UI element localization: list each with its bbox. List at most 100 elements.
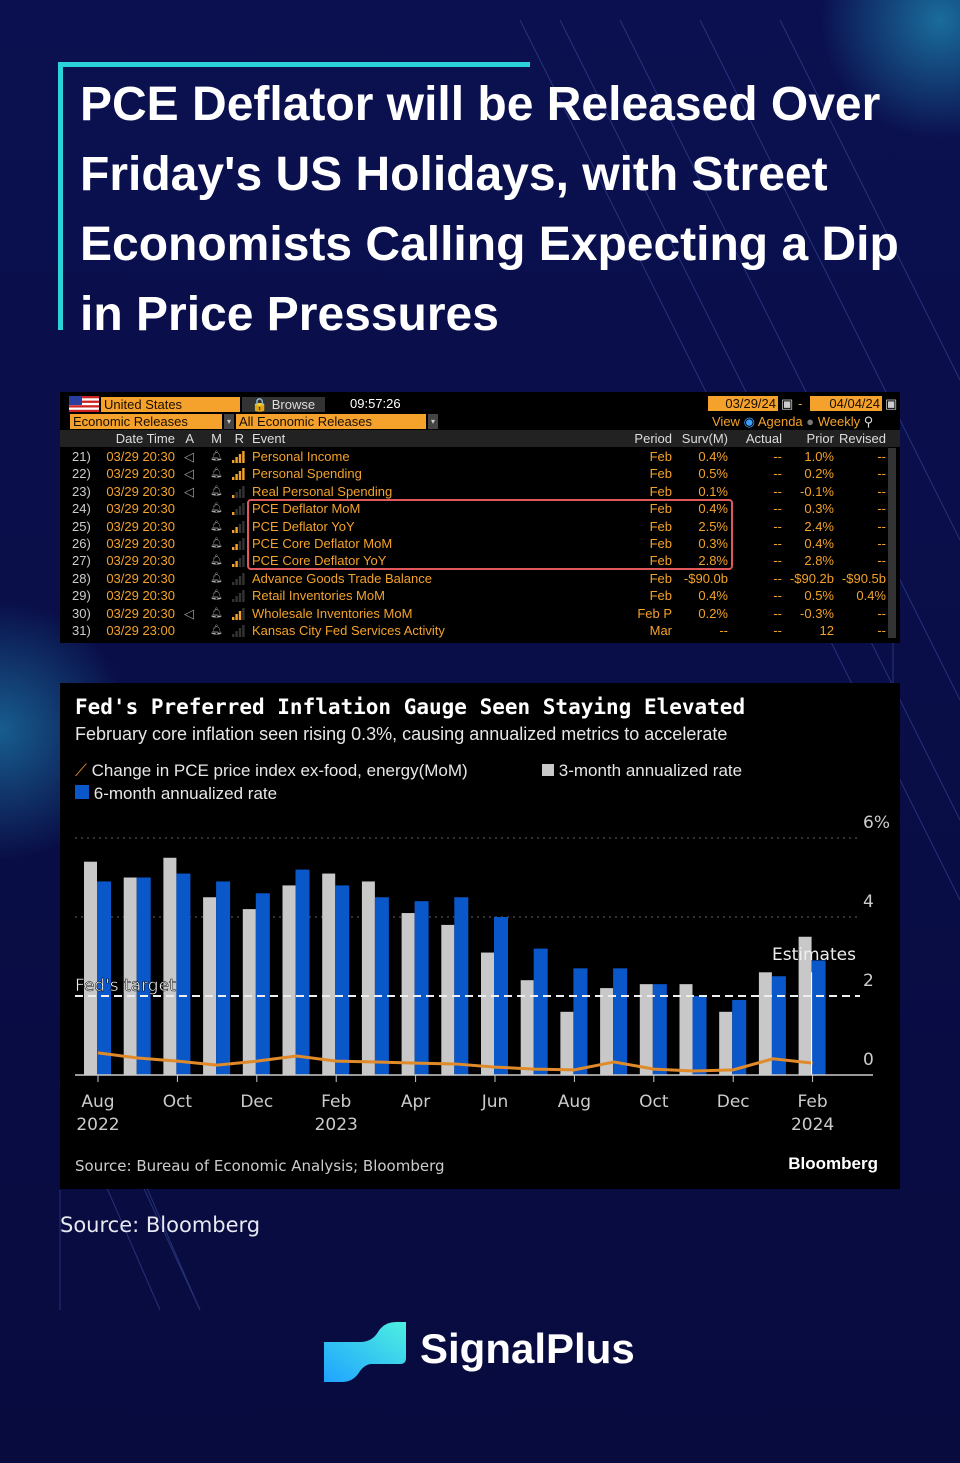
table-row[interactable]: 27) 03/29 20:30 PCE Core Deflator YoY Feb 2.… [60,552,900,569]
table-row[interactable]: 30) 03/29 20:30 Wholesale Inventories MoM F… [60,605,900,622]
zoom-icon[interactable]: ⚲ [863,414,874,429]
relevance-bars-icon [232,485,245,498]
bell-icon[interactable]: 🔔︎ [210,520,223,532]
x-tick-label: Apr [401,1092,430,1112]
column-header[interactable]: Actual [745,431,782,446]
bell-icon[interactable]: 🔔︎ [210,538,223,549]
category-dropdown[interactable]: Economic Releases [70,414,222,429]
row-prior: -0.3% [800,605,834,621]
row-revised: -- [877,466,886,482]
relevance-bars-icon [232,503,245,516]
bell-icon[interactable]: 🔔︎ [210,555,223,567]
radio-selected-icon[interactable]: ◉ [743,414,755,429]
row-datetime: 03/29 20:30 [106,605,175,621]
row-survey: -$90.0b [683,570,728,586]
row-event: PCE Deflator YoY [252,518,355,534]
column-header[interactable]: Event [252,431,286,446]
row-actual: -- [773,623,782,638]
row-revised: -- [877,501,886,517]
relevance-bars-icon [232,538,245,550]
x-tick-label: Feb [798,1092,828,1112]
table-row[interactable]: 24) 03/29 20:30 PCE Deflator MoM Feb 0.4% -- 0… [60,500,900,517]
speaker-icon[interactable]: ◁ [184,483,194,499]
view-agenda-option[interactable]: Agenda [757,414,803,429]
table-row[interactable]: 22) 03/29 20:30 Personal Spending Feb 0.5% --… [60,465,900,482]
legend-label: 3-month annualized rate [558,761,743,780]
column-header[interactable]: R [234,431,244,446]
bar-3-month [123,877,137,1075]
calendar-icon[interactable]: ▣ [885,396,898,411]
relevance-bars-icon [232,590,245,603]
row-number: 21) [72,449,91,464]
column-header[interactable]: Revised [839,431,886,446]
filter-dropdown[interactable]: All Economic Releases [236,414,426,429]
row-event: Kansas City Fed Services Activity [252,623,445,638]
row-actual: -- [773,518,782,534]
calendar-icon[interactable]: ▣ [781,396,794,411]
y-tick-label: 2 [863,971,874,991]
column-header[interactable]: A [185,431,194,446]
signalplus-logo-icon [324,1322,406,1382]
row-period: Feb [649,518,672,534]
row-revised: -$90.5b [841,570,886,586]
bell-icon[interactable]: 🔔︎ [210,590,223,602]
table-row[interactable]: 28) 03/29 20:30 Advance Goods Trade Balanc… [60,570,900,587]
date-from-field[interactable]: 03/29/24 [708,396,778,411]
x-tick-label: Aug [558,1092,591,1112]
speaker-icon[interactable]: ◁ [184,466,194,482]
bar-3-month [163,857,177,1075]
radio-icon[interactable]: ● [806,414,815,429]
bell-icon[interactable]: 🔔︎ [210,503,223,515]
row-prior: 0.3% [804,501,834,517]
chevron-down-icon[interactable]: ▾ [224,414,234,429]
view-weekly-option[interactable]: Weekly [817,414,861,429]
bell-icon[interactable]: 🔔︎ [210,607,223,619]
row-period: Feb P [637,605,672,621]
table-row[interactable]: 23) 03/29 20:30 Real Personal Spending Feb 0… [60,483,900,500]
table-row[interactable]: 29) 03/29 20:30 Retail Inventories MoM Feb 0… [60,587,900,604]
row-actual: -- [773,501,782,517]
row-revised: 0.4% [856,588,886,604]
bell-icon[interactable]: 🔔︎ [210,625,223,636]
row-datetime: 03/29 20:30 [106,588,175,604]
table-row[interactable]: 31) 03/29 23:00 Kansas City Fed Services A… [60,622,900,639]
relevance-bars-icon [232,607,245,620]
column-header[interactable]: Date Time [115,431,175,446]
browse-button[interactable]: 🔒 Browse [242,397,325,412]
bell-icon[interactable]: 🔔︎ [210,572,223,584]
highlight-box [247,499,733,570]
table-row[interactable]: 21) 03/29 20:30 Personal Income Feb 0.4% -- 1.… [60,448,900,465]
bar-6-month [732,999,747,1075]
bell-icon[interactable]: 🔔︎ [210,485,223,497]
column-header[interactable]: M [211,431,222,446]
row-actual: -- [773,483,782,499]
bell-icon[interactable]: 🔔︎ [210,468,223,480]
bar-3-month [401,913,415,1075]
row-datetime: 03/29 20:30 [106,570,175,586]
country-field[interactable]: United States [101,397,240,412]
row-period: Feb [649,449,672,464]
speaker-icon[interactable]: ◁ [184,449,194,464]
column-header[interactable]: Period [634,431,672,446]
row-prior: 1.0% [804,449,834,464]
bar-3-month [600,988,614,1075]
us-flag-icon [69,396,99,412]
relevance-bars-icon [232,555,245,568]
legend-item-6m: 6-month annualized rate [75,784,277,804]
column-header[interactable]: Surv(M) [681,431,728,446]
row-number: 31) [72,623,91,638]
bell-icon[interactable]: 🔔︎ [210,451,223,462]
row-event: Personal Income [252,449,350,464]
speaker-icon[interactable]: ◁ [184,605,194,621]
column-header[interactable]: Prior [806,431,834,446]
bar-6-month [335,885,350,1075]
bar-6-month [216,881,231,1075]
table-row[interactable]: 26) 03/29 20:30 PCE Core Deflator MoM Feb 0.… [60,535,900,552]
bar-3-month [441,924,455,1075]
row-prior: -0.1% [800,483,834,499]
scrollbar[interactable] [888,448,896,638]
date-to-field[interactable]: 04/04/24 [810,396,882,411]
table-row[interactable]: 25) 03/29 20:30 PCE Deflator YoY Feb 2.5% -- 2… [60,518,900,535]
y-tick-label: 0 [863,1050,874,1070]
x-tick-label: Dec [240,1092,273,1112]
